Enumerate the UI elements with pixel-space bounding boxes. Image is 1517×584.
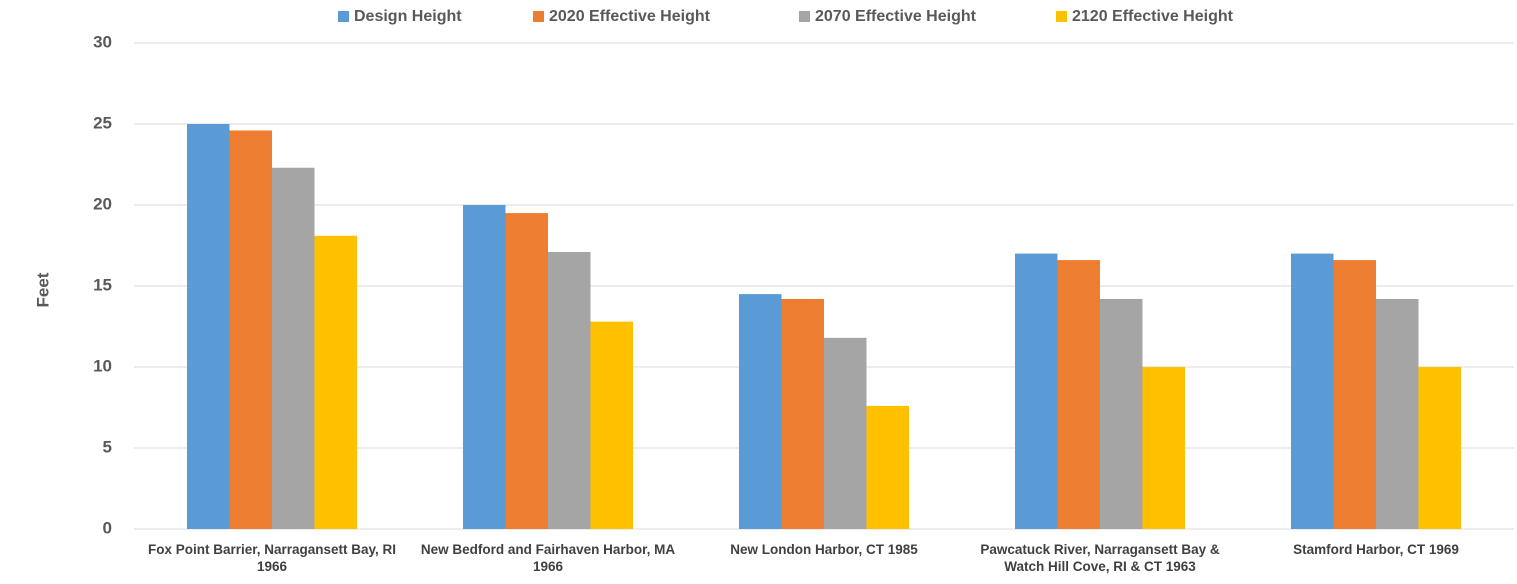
bar xyxy=(505,213,548,529)
y-axis-title: Feet xyxy=(33,272,52,307)
x-tick-label: Pawcatuck River, Narragansett Bay & Watc… xyxy=(980,542,1220,574)
x-tick-label: New London Harbor, CT 1985 xyxy=(730,542,918,557)
bar xyxy=(272,167,315,530)
bar xyxy=(739,294,782,529)
legend-label: 2120 Effective Height xyxy=(1072,8,1234,25)
x-tick-label: Fox Point Barrier, Narragansett Bay, RI … xyxy=(147,542,397,574)
legend-label: 2070 Effective Height xyxy=(815,8,977,25)
bar xyxy=(463,205,506,529)
bar xyxy=(229,130,272,530)
bar xyxy=(866,405,909,529)
x-tick-label: Stamford Harbor, CT 1969 xyxy=(1293,542,1459,557)
legend-label: Design Height xyxy=(354,8,462,25)
bar xyxy=(1057,260,1100,529)
bar xyxy=(314,235,357,529)
x-tick-label: New Bedford and Fairhaven Harbor, MA 196… xyxy=(420,542,676,574)
bar xyxy=(1015,253,1058,529)
y-tick-label: 30 xyxy=(93,32,112,51)
bar xyxy=(824,337,867,529)
bar xyxy=(1142,367,1185,529)
bar xyxy=(1291,253,1334,529)
y-tick-label: 15 xyxy=(93,275,112,294)
y-tick-label: 20 xyxy=(93,194,112,213)
bar xyxy=(548,251,591,530)
bar xyxy=(1418,367,1461,529)
legend-swatch xyxy=(799,11,810,22)
legend-swatch xyxy=(1056,11,1067,22)
y-tick-label: 10 xyxy=(93,356,112,375)
y-tick-label: 0 xyxy=(103,518,112,537)
bar xyxy=(187,124,230,529)
legend-swatch xyxy=(533,11,544,22)
bar xyxy=(1100,298,1143,529)
legend-label: 2020 Effective Height xyxy=(549,8,711,25)
bar xyxy=(590,321,633,529)
bar xyxy=(1333,260,1376,529)
legend-swatch xyxy=(338,11,349,22)
bar xyxy=(781,298,824,529)
y-tick-label: 5 xyxy=(103,437,112,456)
bar xyxy=(1376,298,1419,529)
y-tick-label: 25 xyxy=(93,113,112,132)
